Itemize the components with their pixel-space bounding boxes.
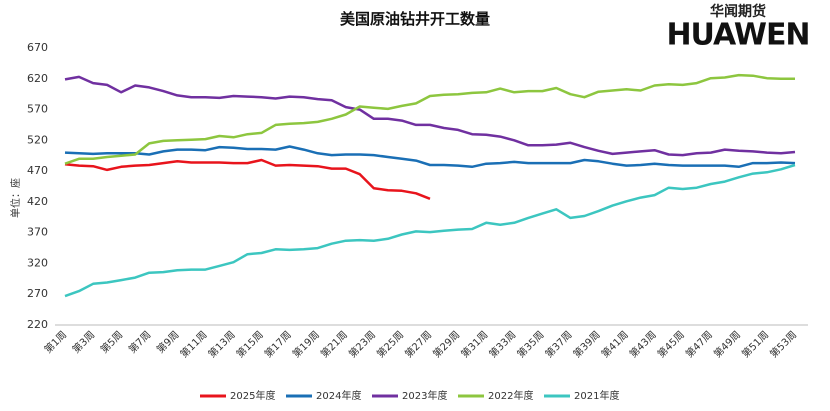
x-tick-label: 第23周 xyxy=(346,328,378,360)
x-tick-label: 第13周 xyxy=(205,328,237,360)
x-tick-label: 第7周 xyxy=(126,328,154,356)
x-tick-label: 第37周 xyxy=(542,328,574,360)
x-tick-label: 第9周 xyxy=(154,328,182,356)
x-tick-label: 第17周 xyxy=(262,328,294,360)
y-tick-label: 370 xyxy=(27,226,48,239)
x-tick-label: 第15周 xyxy=(233,328,265,360)
y-tick-label: 420 xyxy=(27,195,48,208)
series-line xyxy=(64,75,796,157)
x-tick-label: 第43周 xyxy=(627,328,659,360)
x-tick-label: 第19周 xyxy=(290,328,322,360)
x-tick-label: 第51周 xyxy=(739,328,771,360)
series-line xyxy=(64,73,795,165)
chart-title: 美国原油钻井开工数量 xyxy=(340,10,490,28)
series-line xyxy=(64,163,796,298)
y-tick-label: 520 xyxy=(27,133,48,146)
x-tick-label: 第33周 xyxy=(486,328,518,360)
x-tick-label: 第21周 xyxy=(318,328,350,360)
y-tick-label: 320 xyxy=(27,256,48,269)
y-tick-label: 470 xyxy=(27,164,48,177)
legend-label: 2024年度 xyxy=(316,389,361,402)
y-tick-label: 670 xyxy=(27,41,48,54)
x-tick-label: 第1周 xyxy=(41,328,69,356)
x-tick-label: 第53周 xyxy=(767,328,799,360)
y-tick-label: 570 xyxy=(27,103,48,116)
y-tick-label: 620 xyxy=(27,72,48,85)
x-tick-label: 第47周 xyxy=(683,328,715,360)
y-tick-label: 220 xyxy=(27,318,48,331)
y-tick-label: 270 xyxy=(27,287,48,300)
x-tick-label: 第49周 xyxy=(711,328,743,360)
x-tick-label: 第29周 xyxy=(430,328,462,360)
x-tick-label: 第35周 xyxy=(514,328,546,360)
x-tick-label: 第45周 xyxy=(655,328,687,360)
x-tick-label: 第11周 xyxy=(177,328,209,360)
x-tick-label: 第5周 xyxy=(98,328,126,356)
x-tick-label: 第27周 xyxy=(402,328,434,360)
x-tick-label: 第41周 xyxy=(598,328,630,360)
series-line xyxy=(64,145,796,169)
legend-label: 2025年度 xyxy=(230,389,275,402)
legend-label: 2021年度 xyxy=(574,389,619,402)
x-tick-label: 第25周 xyxy=(374,328,406,360)
x-tick-label: 第3周 xyxy=(69,328,97,356)
y-axis-label: 单位：座 xyxy=(9,178,22,218)
x-tick-label: 第31周 xyxy=(458,328,490,360)
legend-label: 2022年度 xyxy=(488,389,533,402)
logo-name: 华闻期货 xyxy=(710,3,766,20)
series-line xyxy=(64,158,431,200)
legend-label: 2023年度 xyxy=(402,389,447,402)
x-tick-label: 第39周 xyxy=(570,328,602,360)
logo-brand: HUAWEN xyxy=(666,18,809,53)
